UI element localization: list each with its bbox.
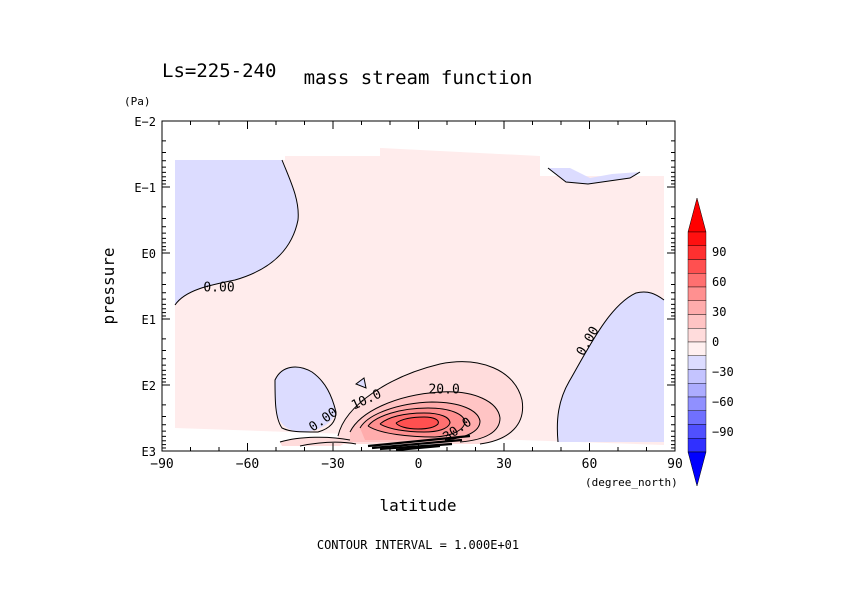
contour-zero-small — [354, 377, 367, 389]
colorbar-swatch — [687, 438, 707, 453]
contour-zero-south-lower — [274, 366, 337, 433]
contour-level-60 — [395, 416, 439, 430]
colorbar-swatch — [687, 410, 707, 425]
y-tick-label: E2 — [142, 379, 156, 393]
fill-negative-upper-south — [175, 160, 299, 305]
x-axis: −90 −60 −30 0 30 60 90 — [150, 121, 683, 472]
chart-title: mass stream function — [304, 67, 533, 89]
colorbar-tick-label: −60 — [712, 395, 734, 409]
colorbar-swatch — [687, 383, 707, 398]
colorbar-swatch — [687, 369, 707, 384]
fill-negative-small-patch — [356, 378, 366, 388]
colorbar-swatch — [687, 396, 707, 411]
contour-interval-footer: CONTOUR INTERVAL = 1.000E+01 — [317, 538, 519, 552]
colorbar-tick-label: −90 — [712, 425, 734, 439]
chart-subtitle: Ls=225-240 — [162, 60, 276, 82]
x-tick-label: 90 — [667, 457, 683, 472]
y-axis-title: pressure — [99, 247, 118, 324]
colorbar-swatch — [687, 245, 707, 260]
y-tick-label: E3 — [142, 445, 156, 459]
contour-label: 0.00 — [203, 280, 234, 295]
colorbar-tick-label: 60 — [712, 275, 726, 289]
x-unit-label: (degree_north) — [585, 476, 678, 489]
x-tick-label: −60 — [236, 457, 259, 472]
colorbar-tick-label: 0 — [712, 335, 719, 349]
dense-line-1 — [367, 434, 471, 448]
fill-negative-north — [557, 291, 664, 442]
contour-surface-2 — [299, 441, 357, 447]
contour-level-20 — [349, 391, 501, 443]
y-tick-label: E−1 — [134, 181, 156, 195]
contour-lines — [174, 159, 665, 447]
x-tick-label: 0 — [415, 457, 423, 472]
colorbar-swatch — [687, 328, 707, 343]
colorbar-swatch — [687, 286, 707, 301]
contour-fills — [175, 148, 664, 446]
contour-zero-south-upper — [174, 159, 299, 306]
contour-label: 20.0 — [428, 383, 459, 398]
x-tick-label: −30 — [321, 457, 344, 472]
colorbar-swatch — [687, 424, 707, 439]
dense-line-3 — [379, 442, 453, 451]
colorbar-swatch — [687, 259, 707, 274]
y-unit-label: (Pa) — [124, 95, 151, 108]
colorbar-swatch — [687, 273, 707, 288]
x-axis-title: latitude — [379, 496, 456, 515]
contour-surface-1 — [279, 436, 351, 443]
colorbar-tick-label: 30 — [712, 305, 726, 319]
x-tick-label: 30 — [496, 457, 512, 472]
colorbar-over-triangle — [687, 197, 707, 233]
colorbar: 90 60 30 0 −30 −60 −90 — [687, 197, 734, 487]
fill-negative-upper-north — [548, 168, 640, 184]
contour-level-50 — [379, 412, 451, 433]
fill-level-60 — [396, 417, 439, 429]
contour-level-30 — [359, 401, 481, 441]
dense-line-2 — [371, 438, 463, 450]
y-tick-label: E1 — [142, 313, 156, 327]
contour-level-10 — [337, 361, 524, 445]
contour-zero-north — [556, 291, 665, 443]
colorbar-under-triangle — [687, 451, 707, 487]
colorbar-swatch — [687, 314, 707, 329]
colorbar-swatch — [687, 300, 707, 315]
colorbar-swatch — [687, 231, 707, 246]
x-tick-label: 60 — [582, 457, 598, 472]
y-tick-label: E−2 — [134, 115, 156, 129]
contour-level-40 — [367, 407, 466, 438]
colorbar-tick-label: 90 — [712, 245, 726, 259]
y-tick-label: E0 — [142, 247, 156, 261]
colorbar-swatch — [687, 355, 707, 370]
y-axis: E−2 E−1 E0 E1 E2 E3 — [134, 115, 675, 459]
fill-negative-lower-south — [275, 367, 336, 432]
x-tick-label: −90 — [150, 457, 173, 472]
colorbar-swatch — [687, 341, 707, 356]
colorbar-tick-label: −30 — [712, 365, 734, 379]
contour-zero-north-upper — [547, 167, 641, 185]
